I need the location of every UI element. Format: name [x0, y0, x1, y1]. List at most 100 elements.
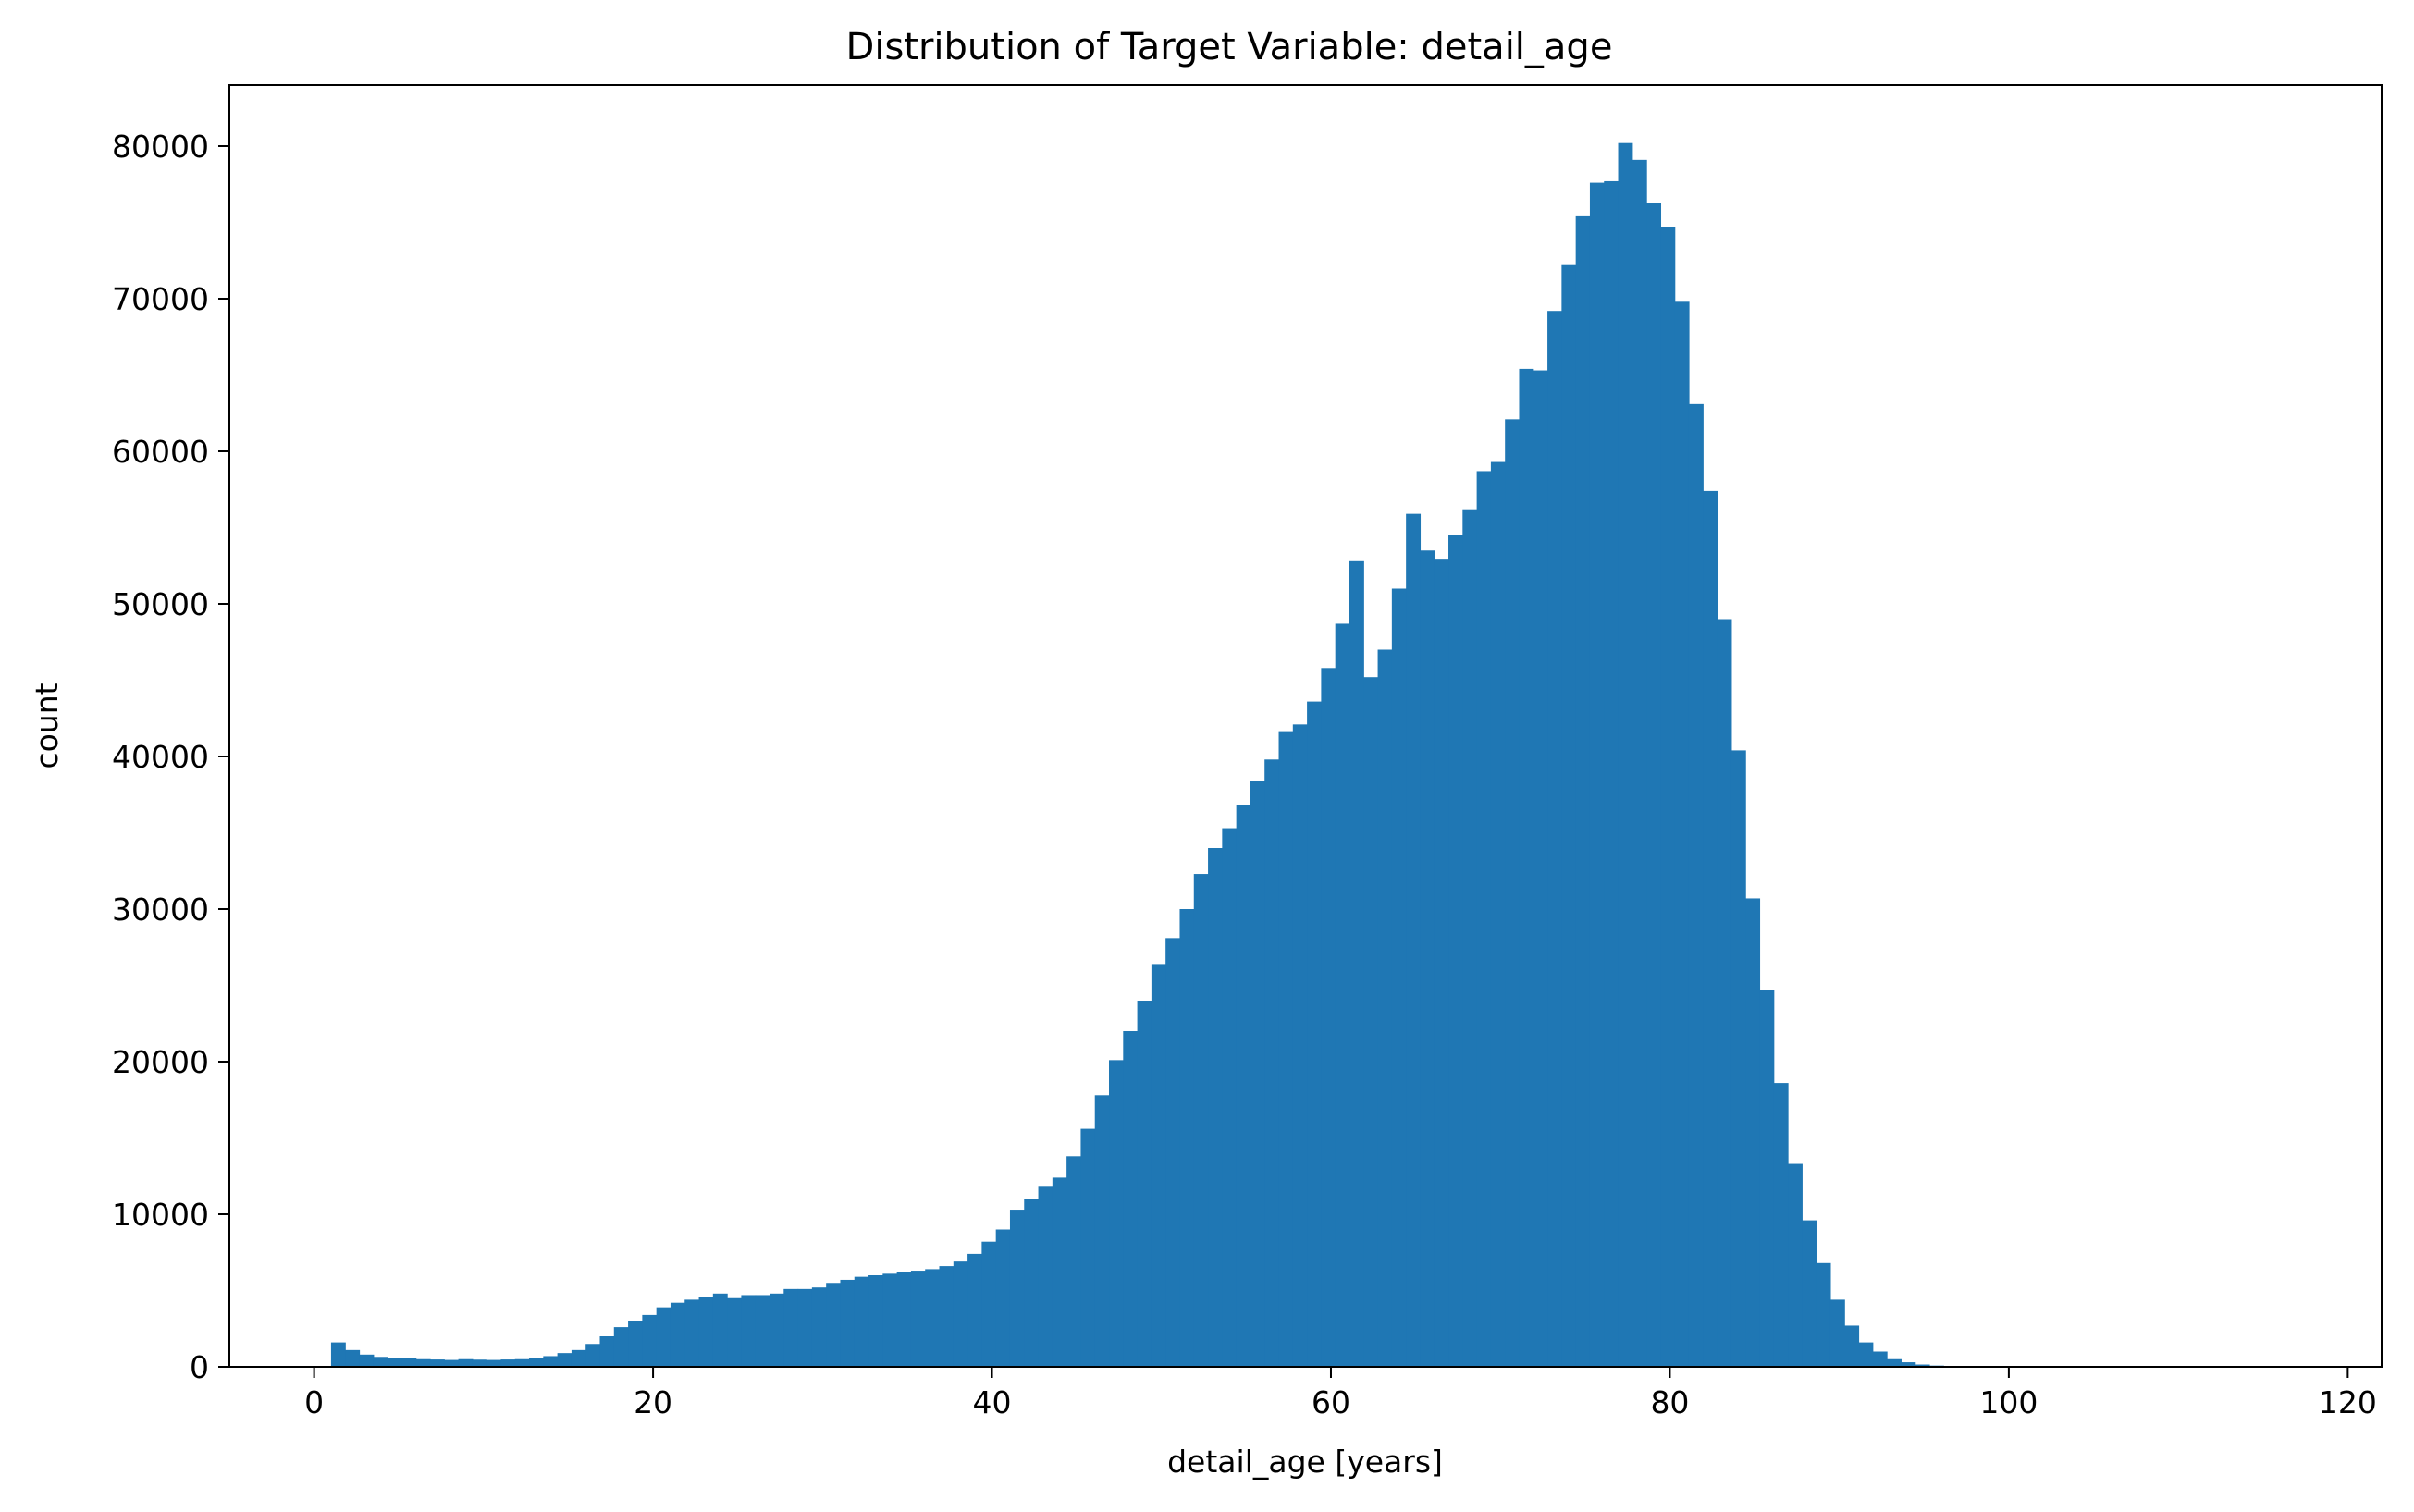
histogram-bar	[1561, 264, 1577, 1368]
histogram-bar	[727, 1297, 743, 1367]
histogram-bar	[939, 1266, 955, 1367]
histogram-bar	[543, 1356, 559, 1367]
histogram-bar	[388, 1358, 402, 1367]
histogram-bar	[1476, 471, 1492, 1367]
histogram-bar	[967, 1253, 982, 1367]
histogram-bar	[1391, 588, 1407, 1367]
histogram-bar	[1151, 964, 1166, 1367]
y-tick-label: 20000	[112, 1044, 209, 1080]
histogram-bar	[1052, 1177, 1067, 1367]
plot-frame	[228, 84, 2383, 1368]
histogram-bar	[472, 1359, 487, 1367]
histogram-bar	[1193, 874, 1209, 1367]
histogram-bar	[557, 1353, 573, 1367]
histogram-bar	[770, 1293, 784, 1367]
chart-title: Distribution of Target Variable: detail_…	[846, 26, 1613, 68]
histogram-bar	[1420, 550, 1435, 1367]
histogram-bar	[1024, 1199, 1040, 1367]
histogram-bar	[1519, 368, 1534, 1367]
histogram-bar	[1816, 1262, 1831, 1367]
y-axis-label: count	[29, 682, 65, 768]
histogram-bar	[1618, 142, 1633, 1368]
histogram-bar	[1080, 1128, 1096, 1367]
y-tick-label: 30000	[112, 891, 209, 928]
histogram-bar	[345, 1349, 361, 1367]
histogram-bar	[1123, 1031, 1139, 1367]
histogram-bar	[1505, 419, 1521, 1368]
histogram-bar	[1335, 623, 1350, 1367]
histogram-bar	[1377, 649, 1393, 1367]
histogram-bar	[925, 1269, 941, 1367]
histogram-bar	[840, 1279, 856, 1367]
histogram-bar	[529, 1358, 544, 1367]
histogram-bar	[1858, 1342, 1874, 1367]
histogram-bar	[1547, 311, 1562, 1368]
histogram-bar	[1688, 403, 1704, 1368]
histogram-bar	[1109, 1060, 1124, 1367]
y-tick-label: 60000	[112, 434, 209, 470]
histogram-bar	[1208, 848, 1223, 1367]
histogram-bar	[1321, 668, 1336, 1367]
x-tick-label: 0	[304, 1384, 324, 1420]
histogram-bar	[811, 1287, 827, 1367]
histogram-bar	[1066, 1156, 1082, 1367]
histogram-bar	[1788, 1163, 1803, 1367]
histogram-bar	[1759, 990, 1775, 1367]
histogram-bar	[1872, 1351, 1888, 1367]
y-tick-label: 40000	[112, 739, 209, 775]
histogram-bar	[1137, 1001, 1152, 1367]
histogram-bar	[415, 1358, 431, 1367]
histogram-bar	[1660, 227, 1676, 1368]
histogram-bar	[1901, 1362, 1916, 1367]
histogram-bar	[1264, 759, 1280, 1367]
histogram-bar	[698, 1297, 714, 1367]
histogram-bar	[1703, 490, 1718, 1367]
histogram-bar	[330, 1342, 346, 1367]
histogram-bar	[1773, 1083, 1789, 1367]
histogram-bar	[1575, 215, 1591, 1367]
histogram-bar	[1179, 909, 1195, 1367]
histogram-bar	[628, 1321, 643, 1367]
histogram-bar	[1292, 724, 1308, 1367]
histogram-bar	[613, 1327, 629, 1367]
x-tick-label: 80	[1650, 1384, 1689, 1420]
histogram-bars	[330, 142, 2142, 1368]
histogram-bar	[1674, 301, 1690, 1367]
histogram-bar	[486, 1359, 502, 1367]
histogram-bar	[1222, 828, 1238, 1367]
histogram-bar	[797, 1288, 813, 1367]
histogram-bar	[458, 1358, 474, 1367]
y-tick-label: 0	[190, 1349, 209, 1385]
histogram-bar	[882, 1273, 898, 1367]
histogram-bar	[1009, 1210, 1025, 1367]
histogram-bar	[429, 1359, 445, 1367]
histogram-bar	[599, 1336, 615, 1367]
histogram-bar	[444, 1359, 460, 1367]
histogram-bar	[401, 1358, 417, 1367]
histogram-bar	[656, 1307, 671, 1367]
histogram-bar	[1250, 781, 1265, 1367]
x-axis-label: detail_age [years]	[1167, 1444, 1443, 1480]
histogram-bar	[854, 1276, 869, 1367]
histogram-bar	[500, 1359, 516, 1367]
histogram-bar	[1434, 559, 1449, 1367]
x-tick-label: 40	[973, 1384, 1012, 1420]
x-tick-label: 120	[2319, 1384, 2377, 1420]
histogram-bar	[1448, 535, 1463, 1367]
histogram-bar	[783, 1288, 799, 1367]
histogram-bar	[910, 1271, 926, 1367]
histogram-bar	[1307, 701, 1322, 1367]
histogram-bar	[1462, 509, 1478, 1367]
histogram-bar	[359, 1354, 375, 1367]
histogram-bar	[373, 1357, 388, 1367]
y-tick-label: 10000	[112, 1197, 209, 1233]
histogram-bar	[1236, 805, 1251, 1367]
histogram-bar	[826, 1283, 842, 1367]
histogram-bar	[642, 1314, 658, 1367]
histogram-bar	[585, 1344, 601, 1367]
histogram-bar	[1829, 1299, 1845, 1367]
histogram-bar	[1632, 159, 1647, 1368]
histogram-bar	[1278, 731, 1294, 1367]
histogram-bar	[1604, 180, 1620, 1368]
histogram-bar	[712, 1293, 728, 1367]
